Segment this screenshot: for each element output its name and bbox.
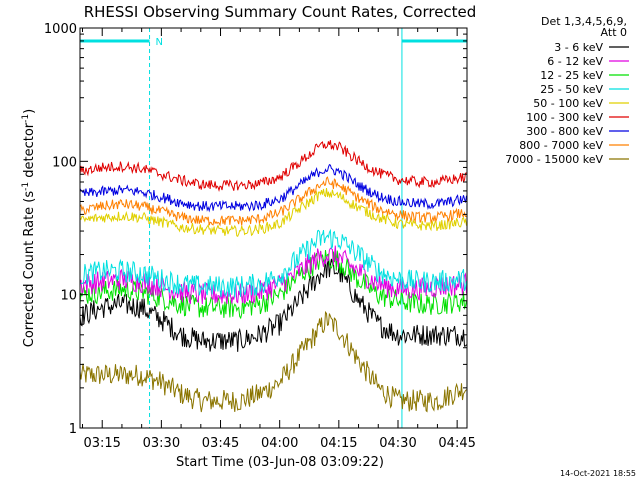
x-axis-label: Start Time (03-Jun-08 03:09:22) xyxy=(176,455,384,470)
legend-label: 6 - 12 keV xyxy=(547,55,603,68)
x-tick-label: 03:15 xyxy=(83,436,120,451)
series-line xyxy=(79,176,467,227)
x-tick-label: 04:15 xyxy=(320,436,357,451)
x-tick-label: 04:30 xyxy=(379,436,416,451)
legend-label: 800 - 7000 keV xyxy=(519,139,603,152)
x-tick-label: 03:45 xyxy=(202,436,239,451)
night-marker-label: N xyxy=(156,37,163,48)
x-tick-label: 04:45 xyxy=(438,436,475,451)
series-line xyxy=(79,164,467,213)
legend-label: 50 - 100 keV xyxy=(533,97,603,110)
y-axis: 1 10 100 1000 xyxy=(44,22,467,437)
legend-label: 25 - 50 keV xyxy=(540,83,603,96)
legend-label: 3 - 6 keV xyxy=(554,41,603,54)
data-series xyxy=(79,140,467,413)
series-line xyxy=(79,228,467,298)
legend-label: 12 - 25 keV xyxy=(540,69,603,82)
y-axis-label: Corrected Count Rate (s-1 detector-1) xyxy=(21,109,37,347)
y-tick-label: 1000 xyxy=(44,22,77,37)
series-line xyxy=(79,310,467,413)
y-tick-label: 10 xyxy=(60,289,77,304)
plot-frame xyxy=(79,27,468,429)
x-tick-label: 03:30 xyxy=(143,436,180,451)
legend-label: 100 - 300 keV xyxy=(526,111,603,124)
x-axis: 03:15 03:30 03:45 04:00 04:15 04:30 04:45 xyxy=(81,28,476,451)
y-tick-label: 1 xyxy=(69,422,77,437)
legend-label: 300 - 800 keV xyxy=(526,125,603,138)
legend-label: 7000 - 15000 keV xyxy=(505,153,603,166)
legend-header: Att 0 xyxy=(601,26,627,39)
series-line xyxy=(79,140,467,193)
series-line xyxy=(79,258,467,352)
chart-title: RHESSI Observing Summary Count Rates, Co… xyxy=(84,3,477,21)
series-line xyxy=(79,188,467,238)
legend-header: Det 1,3,4,5,6,9, xyxy=(541,15,627,28)
series-line xyxy=(79,249,467,320)
y-tick-label: 100 xyxy=(52,155,77,170)
x-tick-label: 04:00 xyxy=(261,436,298,451)
footer-date: 14-Oct-2021 18:55 xyxy=(560,469,636,478)
